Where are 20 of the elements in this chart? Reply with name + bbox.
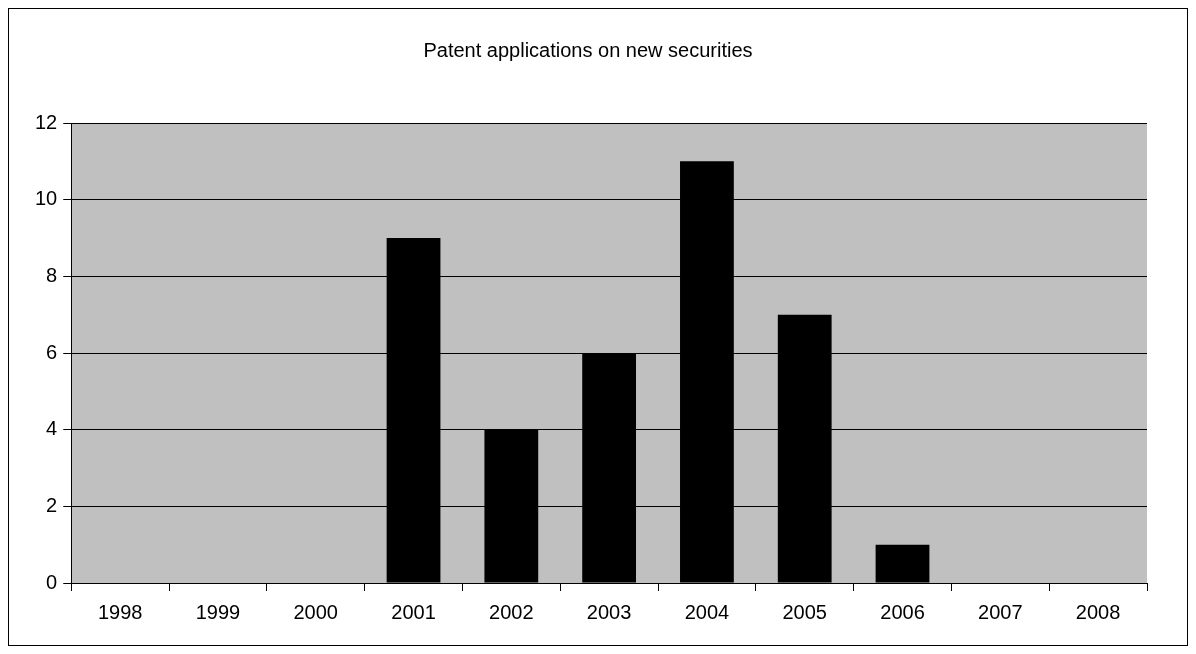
x-tick-label: 2007 [978,600,1023,623]
x-tick-label: 2000 [293,600,338,623]
x-tick-label: 2008 [1075,600,1121,623]
y-tick-label: 4 [46,417,58,440]
chart-title: Patent applications on new securities [423,38,753,61]
x-tick-label: 2005 [782,600,827,623]
x-tick-label: 1999 [195,600,241,623]
y-tick-label: 8 [46,263,58,286]
y-tick-label: 0 [46,570,58,593]
x-tick-label: 2006 [880,600,925,623]
bar [875,544,930,583]
y-tick-label: 2 [46,493,58,516]
x-tick-label: 1998 [97,600,143,623]
x-tick-label: 2002 [489,600,534,623]
y-tick-label: 12 [35,110,58,133]
y-tick-label: 10 [35,187,58,210]
y-tick-label: 6 [46,340,58,363]
x-tick-label: 2001 [391,600,436,623]
x-tick-label: 2004 [684,600,730,623]
x-tick-label: 2003 [586,600,632,623]
